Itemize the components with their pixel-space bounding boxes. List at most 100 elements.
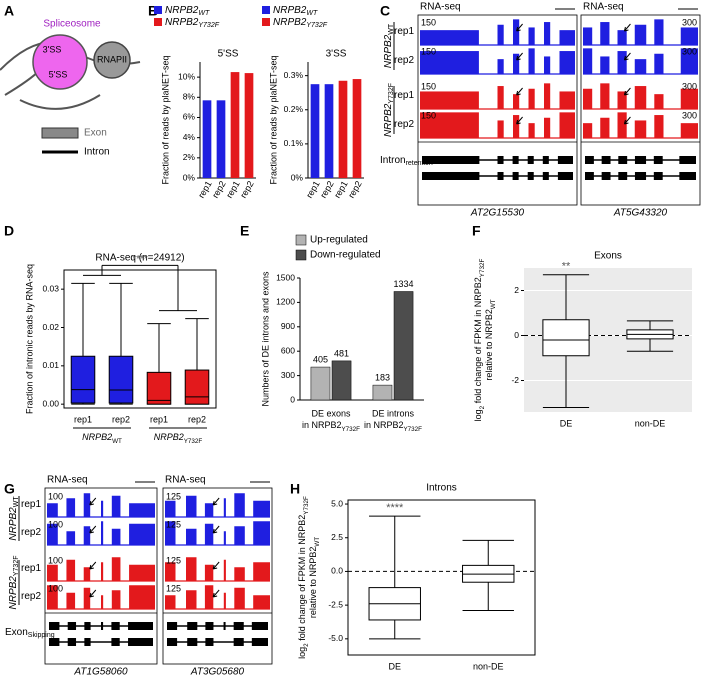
coverage bbox=[544, 56, 551, 74]
legend-swatch bbox=[154, 18, 162, 26]
coverage bbox=[47, 564, 58, 581]
coverage bbox=[129, 564, 155, 581]
data-label: 481 bbox=[334, 348, 349, 358]
arrow bbox=[623, 87, 631, 96]
arrow bbox=[89, 561, 97, 570]
exon-block bbox=[527, 172, 534, 180]
replicate-label: rep1 bbox=[394, 26, 414, 37]
arrow bbox=[623, 116, 631, 125]
box bbox=[108, 355, 134, 404]
exon-legend bbox=[41, 127, 79, 139]
exon-block bbox=[205, 622, 214, 630]
y-tick-label: 2% bbox=[183, 152, 196, 162]
subscript: WT bbox=[388, 23, 395, 35]
arrow bbox=[516, 52, 523, 61]
diagram-a bbox=[0, 34, 141, 154]
subscript: Y732F bbox=[306, 22, 327, 29]
x-tick-label: rep2 bbox=[188, 414, 206, 424]
coverage bbox=[186, 528, 197, 545]
track-header: RNA-seq bbox=[420, 2, 461, 13]
coverage bbox=[101, 500, 104, 517]
track-box bbox=[44, 487, 158, 665]
coverage bbox=[253, 562, 270, 581]
coverage bbox=[129, 585, 155, 609]
subscript: WT bbox=[112, 438, 122, 445]
exon-block bbox=[679, 172, 696, 180]
x-tick-label-suffix: in NRPB2Y732F bbox=[302, 420, 360, 433]
coverage bbox=[600, 83, 610, 109]
exon-block bbox=[128, 622, 153, 630]
track-scale: 125 bbox=[166, 519, 181, 529]
subscript: Y732F bbox=[184, 438, 203, 445]
y-axis-label: Fraction of reads by plaNET-seq bbox=[268, 55, 278, 184]
bar bbox=[331, 360, 352, 401]
x-tick-label: DE exons bbox=[311, 408, 351, 418]
coverage bbox=[223, 531, 226, 545]
subscript: Y732F bbox=[13, 556, 20, 577]
replicate-label: rep2 bbox=[21, 527, 41, 538]
y-tick-label: 0.0 bbox=[331, 566, 343, 576]
coverage bbox=[165, 521, 176, 545]
text-part: log bbox=[473, 409, 483, 421]
track-scale: 300 bbox=[682, 46, 697, 56]
exon-block bbox=[223, 622, 226, 630]
legend-label: NRPB2WT bbox=[165, 5, 210, 18]
rnapii-label: RNAPII bbox=[97, 54, 127, 64]
subscript: Y732F bbox=[479, 259, 486, 278]
group-label: NRPB2WT bbox=[82, 432, 122, 445]
legend-label: Down-regulated bbox=[310, 250, 381, 261]
plot-frame bbox=[347, 499, 536, 656]
coverage bbox=[634, 24, 647, 45]
coverage bbox=[600, 56, 610, 74]
bar bbox=[372, 384, 393, 401]
coverage bbox=[513, 94, 520, 109]
significance: ** bbox=[562, 261, 571, 273]
y-tick-label: -5.0 bbox=[328, 633, 343, 643]
exon-block bbox=[497, 172, 504, 180]
exon-block bbox=[187, 638, 198, 646]
coverage bbox=[513, 115, 520, 138]
text-part: relative to NRPB2 bbox=[308, 547, 318, 619]
track-header: RNA-seq bbox=[165, 475, 206, 486]
exon-block bbox=[512, 172, 519, 180]
legend-swatch bbox=[295, 249, 307, 261]
x-tick-label: rep2 bbox=[112, 414, 130, 424]
arrow bbox=[623, 52, 631, 61]
exon-block bbox=[512, 156, 519, 164]
subscript: retention bbox=[406, 160, 433, 167]
bar bbox=[324, 84, 334, 178]
box bbox=[70, 355, 96, 404]
exon-block bbox=[653, 172, 663, 180]
exon-block bbox=[601, 156, 611, 164]
coverage bbox=[497, 120, 504, 138]
group-label: NRPB2Y732F bbox=[154, 432, 203, 445]
coverage bbox=[83, 493, 91, 517]
coverage bbox=[654, 94, 664, 109]
coverage bbox=[234, 493, 245, 517]
text-part: NRPB2 bbox=[273, 17, 307, 28]
exon-block bbox=[251, 622, 268, 630]
bar bbox=[202, 100, 212, 178]
y-tick-label: 1200 bbox=[276, 297, 295, 307]
coverage bbox=[223, 559, 226, 581]
coverage bbox=[66, 498, 76, 517]
text-part: in NRPB2 bbox=[364, 420, 404, 430]
arrow bbox=[89, 497, 97, 506]
chart-title: RNA-seq (n=24912) bbox=[95, 253, 184, 264]
legend-label: NRPB2Y732F bbox=[273, 17, 328, 30]
subscript: WT bbox=[306, 10, 318, 17]
coverage bbox=[66, 531, 76, 545]
rna-strand bbox=[19, 94, 101, 110]
track-scale: 150 bbox=[421, 81, 436, 91]
coverage bbox=[513, 53, 520, 74]
exon-block bbox=[84, 638, 91, 646]
ss3-label: 3'SS bbox=[43, 44, 62, 54]
coverage bbox=[600, 22, 610, 45]
track-scale: 150 bbox=[421, 46, 436, 56]
coverage bbox=[420, 91, 479, 109]
panel-label: C bbox=[380, 3, 390, 19]
coverage bbox=[101, 595, 104, 609]
text-part: relative to NRPB2 bbox=[484, 309, 494, 381]
legend-label: NRPB2WT bbox=[273, 5, 318, 18]
